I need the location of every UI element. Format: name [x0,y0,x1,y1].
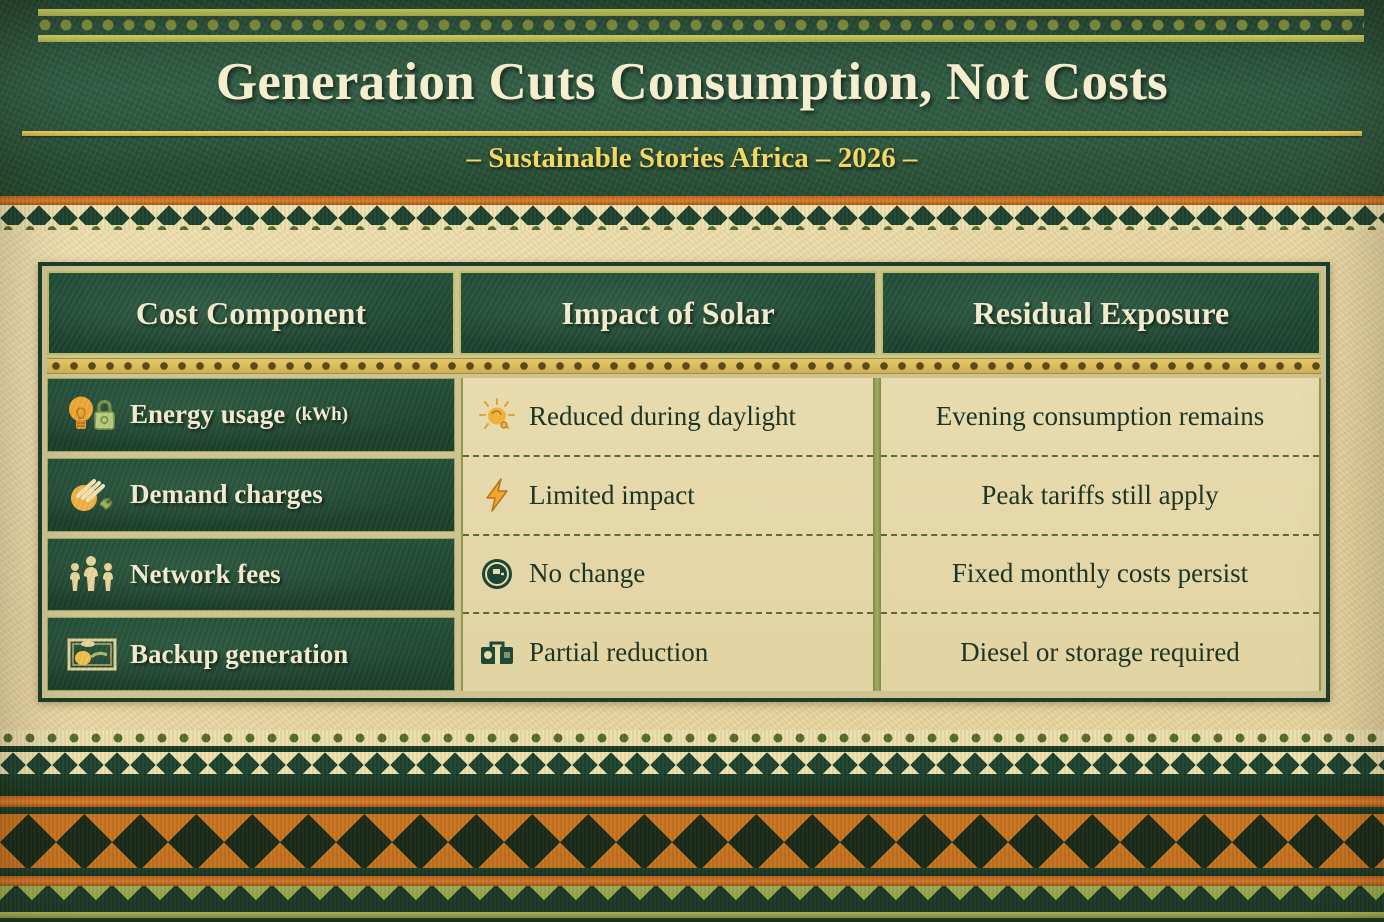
footer-dash-band [0,730,1384,746]
table-body: Energy usage (kWh) Demand charges [47,378,1321,691]
table-row: Energy usage (kWh) [47,378,455,452]
table-cell-impact: No change [463,536,873,615]
column-header-residual-exposure: Residual Exposure [881,271,1321,355]
row-label: Backup generation [130,638,349,669]
impact-of-solar-column: Reduced during daylight Limited impact [461,378,873,691]
generator-case-icon [477,633,517,673]
cell-text: No change [529,558,646,589]
column-header-cost-component: Cost Component [47,271,455,355]
lightning-bolt-icon [477,475,517,515]
header-separator-dots [47,358,1321,374]
row-label: Energy usage [130,399,286,430]
people-group-icon [64,553,120,595]
top-dot-row [38,18,1364,32]
table-cell-impact: Reduced during daylight [463,378,873,457]
footer-orange-stripe-2 [0,876,1384,886]
top-ornament-band [0,0,1384,44]
table-cell-residual: Evening consumption remains [881,378,1319,457]
title-divider-rule [22,131,1362,136]
footer-green-line-4 [0,868,1384,876]
footer-green-line-2 [0,774,1384,796]
footer-green-line-1 [0,746,1384,752]
table-cell-residual: Fixed monthly costs persist [881,536,1319,615]
footer-zigzag-band [0,752,1384,774]
table-row: Network fees [47,537,455,612]
top-olive-line-lower [38,35,1364,42]
table-cell-impact: Partial reduction [463,614,873,691]
comparison-table: Cost Component Impact of Solar Residual … [38,262,1330,702]
hand-tool-icon [64,474,120,516]
column-divider [873,378,881,691]
table-cell-impact: Limited impact [463,457,873,536]
table-header-row: Cost Component Impact of Solar Residual … [47,271,1321,355]
row-label: Demand charges [130,479,323,510]
cell-text: Limited impact [529,479,695,510]
footer-orange-stripe-1 [0,796,1384,807]
sun-bulb-icon [477,396,517,436]
residual-exposure-column: Evening consumption remains Peak tariffs… [881,378,1321,691]
circle-badge-icon [477,554,517,594]
row-label-unit: (kWh) [295,403,349,425]
cell-text: Reduced during daylight [529,400,796,431]
table-row: Backup generation [47,617,455,691]
header-orange-stripe [0,196,1384,205]
impact-residual-columns: Reduced during daylight Limited impact [461,378,1321,691]
table-cell-residual: Peak tariffs still apply [881,457,1319,536]
header-zigzag-band [0,205,1384,225]
table-cell-residual: Diesel or storage required [960,637,1240,668]
table-row: Demand charges [47,457,455,532]
column-header-impact-of-solar: Impact of Solar [459,271,877,355]
picture-frame-icon [64,633,120,675]
page-title: Generation Cuts Consumption, Not Costs [215,53,1169,111]
page-subtitle: – Sustainable Stories Africa – 2026 – [466,142,918,174]
footer-bottom-edge [0,918,1384,922]
footer-diamond-band [0,814,1384,868]
lightbulb-lock-icon [64,394,120,436]
row-label: Network fees [130,558,281,589]
footer-triangle-band [0,886,1384,912]
top-olive-line-upper [38,9,1364,16]
footer-green-line-3 [0,807,1384,814]
cell-text: Partial reduction [529,637,709,668]
cost-component-column: Energy usage (kWh) Demand charges [47,378,455,691]
header-banner: Generation Cuts Consumption, Not Costs –… [0,0,1384,196]
footer-olive-line [0,912,1384,918]
